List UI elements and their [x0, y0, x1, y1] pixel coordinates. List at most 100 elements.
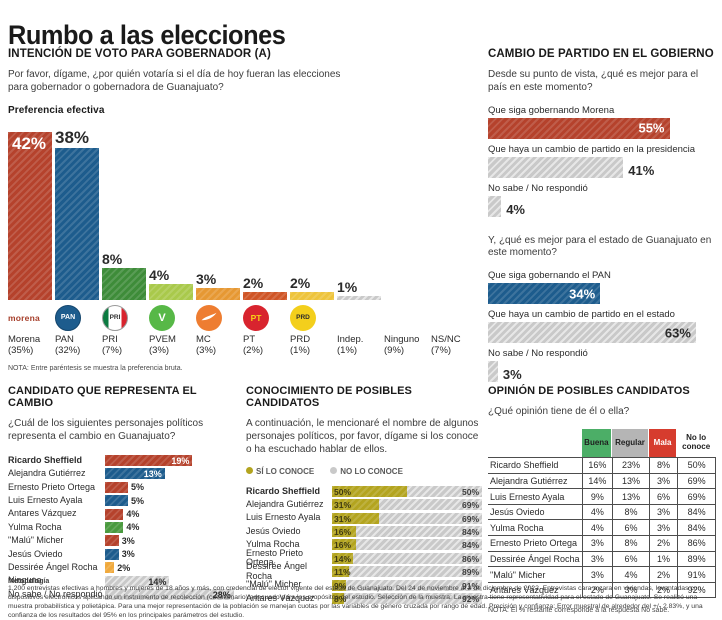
vote-bar-chart: 42% morena Morena (35%) 38% PAN PAN (32%) [8, 122, 484, 357]
category-label: PRD (1%) [290, 333, 311, 357]
no-value: 91% [461, 580, 479, 591]
bar [105, 481, 128, 493]
section-vote-intention: INTENCIÓN DE VOTO PARA GOBERNADOR (A) Po… [8, 38, 484, 379]
segment-si [332, 485, 407, 497]
bar-mc [196, 287, 240, 300]
chart-row: Ricardo Sheffield 19% [8, 454, 240, 467]
segment-si [332, 499, 379, 511]
bar-area: 4% [149, 122, 196, 300]
bar-no-sabe [488, 195, 502, 217]
section-party-change: CAMBIO DE PARTIDO EN EL GOBIERNO Desde s… [488, 38, 718, 383]
bar-label: Que haya un cambio de partido en el esta… [488, 309, 675, 321]
vote-column-prd: 2% PRD PRD (1%) [290, 122, 337, 357]
bar-cambio-presidencia [488, 156, 624, 178]
segment-si [332, 539, 356, 551]
bar-pan [55, 147, 99, 300]
bar-value: 2% [117, 562, 131, 573]
table-row: Ernesto Prieto Ortega 3% 8% 2% 86% [488, 536, 716, 552]
chart-row: Luis Ernesto Ayala 5% [8, 494, 145, 507]
chart-row: Antares Vázquez 4% [8, 508, 140, 520]
bar-value: 4% [126, 522, 140, 533]
category-label: MC (3%) [196, 333, 217, 357]
stacked-bar: 14% 86% [332, 552, 482, 564]
vote-column-mc: 3% MC (3%) [196, 122, 243, 357]
bar-value: 5% [131, 495, 145, 506]
prd-logo-icon: PRD [290, 304, 316, 331]
stacked-bar: 31% 69% [332, 499, 482, 511]
bar-prd [290, 291, 334, 300]
morena-logo-icon: morena [8, 312, 40, 323]
pri-logo-icon: PRI [102, 304, 128, 331]
col-header-regular: Regular [612, 429, 649, 458]
segment-si [332, 526, 356, 537]
bar-value: 4% [506, 201, 525, 217]
section-question: ¿Qué opinión tiene de él o ella? [488, 406, 630, 418]
stacked-bar: 16% 84% [332, 539, 482, 551]
bar: 14% [105, 575, 170, 587]
si-value: 11% [334, 567, 351, 578]
chart-note: NOTA: Entre paréntesis se muestra la pre… [8, 365, 183, 373]
stacked-bar: 16% 84% [332, 526, 482, 537]
chart-row: "Malú" Micher 9% 91% [246, 578, 484, 591]
col-header-mala: Mala [648, 429, 678, 458]
bar-area: 38% [55, 122, 102, 300]
legend: SÍ LO CONOCE NO LO CONOCE [246, 466, 484, 476]
bar: 13% [105, 468, 165, 480]
bar [105, 548, 119, 560]
si-value: 14% [334, 553, 352, 564]
section-change-candidate: CANDIDATO QUE REPRESENTA EL CAMBIO ¿Cuál… [8, 376, 240, 601]
section-candidate-opinion: OPINIÓN DE POSIBLES CANDIDATOS ¿Qué opin… [488, 376, 718, 620]
bar-value: 13% [143, 469, 162, 480]
table-row: Alejandra Gutiérrez 14% 13% 3% 69% [488, 473, 716, 490]
bar-area: 8% [102, 122, 149, 300]
si-value: 50% [334, 486, 352, 497]
chart-subtitle: Preferencia efectiva [8, 104, 105, 116]
vote-column-morena: 42% morena Morena (35%) [8, 122, 55, 357]
bar-label: Que siga gobernando Morena [488, 104, 615, 116]
bar-label: Que haya un cambio de partido en la pres… [488, 143, 696, 155]
category-label: NS/NC (7%) [431, 333, 461, 357]
pt-logo-icon: PT [243, 304, 269, 331]
pan-logo-icon: PAN [55, 304, 81, 331]
empty-header-cell [488, 429, 582, 458]
bar-value: 38% [55, 127, 90, 147]
table-row: Dessirée Ángel Rocha 3% 6% 1% 89% [488, 551, 716, 568]
chart-row: Yulma Rocha 4% [8, 521, 140, 533]
vote-column-pt: 2% PT PT (2%) [243, 122, 290, 357]
methodology-text: 1,200 entrevistas efectivas a hombres y … [8, 585, 703, 619]
no-value: 69% [461, 500, 479, 511]
col-header-buena: Buena [581, 429, 613, 458]
segment-si [332, 552, 353, 564]
bar-cambio-estado: 63% [488, 322, 696, 344]
col-header-no-lo-conoce: No lo conoce [677, 429, 716, 458]
bar-value: 4% [149, 266, 170, 283]
si-value: 9% [334, 580, 347, 591]
bar-value: 3% [121, 549, 135, 560]
si-lo-conoce-dot-icon [246, 466, 253, 474]
chart-row: Yulma Rocha 16% 84% [246, 538, 484, 551]
no-lo-conoce-dot-icon [330, 466, 338, 474]
section-title: CAMBIO DE PARTIDO EN EL GOBIERNO [488, 47, 714, 60]
candidate-bar-chart: Ricardo Sheffield 19% Alejandra Gutiérre… [8, 454, 240, 601]
bar [105, 495, 128, 507]
bar-value: 2% [290, 274, 311, 291]
chart-row: "Malú" Micher 3% [8, 535, 135, 547]
chart-row: Alejandra Gutiérrez 31% 69% [246, 498, 484, 511]
table-note: NOTA: El % restante corresponde a la res… [488, 607, 670, 615]
bar-area [384, 122, 431, 300]
section-title: CONOCIMIENTO DE POSIBLES CANDIDATOS [246, 385, 412, 410]
section-question: Desde su punto de vista, ¿qué es mejor p… [488, 69, 699, 93]
category-label: Morena (35%) [8, 333, 41, 357]
bar-area: 2% [290, 122, 337, 300]
no-value: 92% [461, 593, 479, 604]
no-value: 89% [461, 567, 479, 578]
chart-row: Alejandra Gutiérrez 13% [8, 467, 240, 480]
mc-logo-icon [196, 304, 222, 331]
opinion-table: Buena Regular Mala No lo conoce Ricardo … [488, 429, 716, 599]
page-title: Rumbo a las elecciones [8, 20, 286, 51]
segment-si [332, 592, 344, 604]
table-row: "Malú" Micher 3% 4% 2% 91% [488, 567, 716, 583]
bar [105, 562, 115, 574]
table-row: Ricardo Sheffield 16% 23% 8% 50% [488, 457, 716, 474]
